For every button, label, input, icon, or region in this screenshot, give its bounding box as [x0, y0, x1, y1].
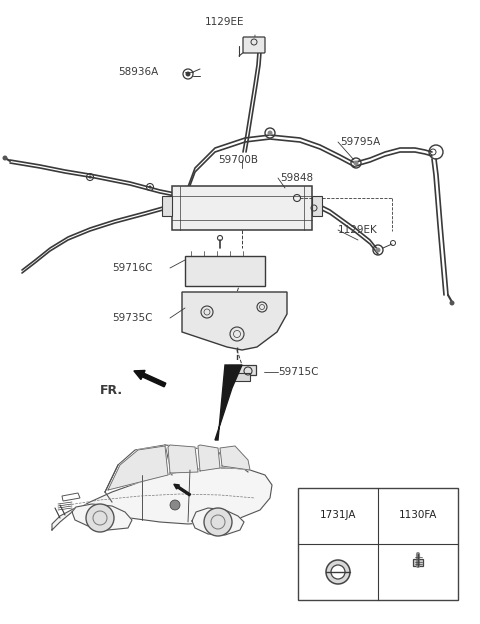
- Circle shape: [267, 130, 273, 135]
- Text: 59735C: 59735C: [112, 313, 153, 323]
- Polygon shape: [192, 508, 244, 535]
- Polygon shape: [182, 292, 287, 350]
- Circle shape: [353, 160, 359, 165]
- Circle shape: [86, 504, 114, 532]
- Polygon shape: [215, 365, 242, 440]
- Bar: [162, 196, 172, 216]
- Bar: [312, 196, 322, 216]
- Text: FR.: FR.: [100, 384, 123, 396]
- Text: 59716C: 59716C: [112, 263, 153, 273]
- FancyBboxPatch shape: [243, 37, 265, 53]
- FancyArrow shape: [134, 371, 166, 387]
- Text: 1130FA: 1130FA: [399, 510, 437, 520]
- Polygon shape: [168, 445, 198, 473]
- Circle shape: [326, 560, 350, 584]
- Text: 58936A: 58936A: [118, 67, 158, 77]
- Circle shape: [375, 248, 381, 253]
- Bar: [172, 186, 312, 230]
- Circle shape: [148, 185, 152, 188]
- Text: 1129EK: 1129EK: [338, 225, 378, 235]
- Circle shape: [170, 500, 180, 510]
- Polygon shape: [52, 468, 272, 530]
- Circle shape: [2, 155, 8, 160]
- Circle shape: [88, 175, 92, 178]
- FancyBboxPatch shape: [185, 256, 265, 286]
- Polygon shape: [220, 446, 250, 470]
- Text: 59700B: 59700B: [218, 155, 258, 165]
- Text: 1731JA: 1731JA: [320, 510, 356, 520]
- Bar: [228, 365, 256, 375]
- Bar: [298, 488, 458, 600]
- Text: 59848: 59848: [280, 173, 313, 183]
- Circle shape: [449, 301, 455, 306]
- Text: 59715C: 59715C: [278, 367, 319, 377]
- Text: 1129EE: 1129EE: [205, 17, 244, 27]
- Bar: [234, 373, 250, 381]
- Circle shape: [185, 72, 191, 77]
- Polygon shape: [72, 504, 132, 530]
- Polygon shape: [198, 445, 220, 471]
- Circle shape: [204, 508, 232, 536]
- Bar: [413, 559, 423, 566]
- Text: 59795A: 59795A: [340, 137, 380, 147]
- FancyArrow shape: [174, 484, 191, 496]
- Circle shape: [331, 565, 345, 579]
- Polygon shape: [108, 446, 168, 490]
